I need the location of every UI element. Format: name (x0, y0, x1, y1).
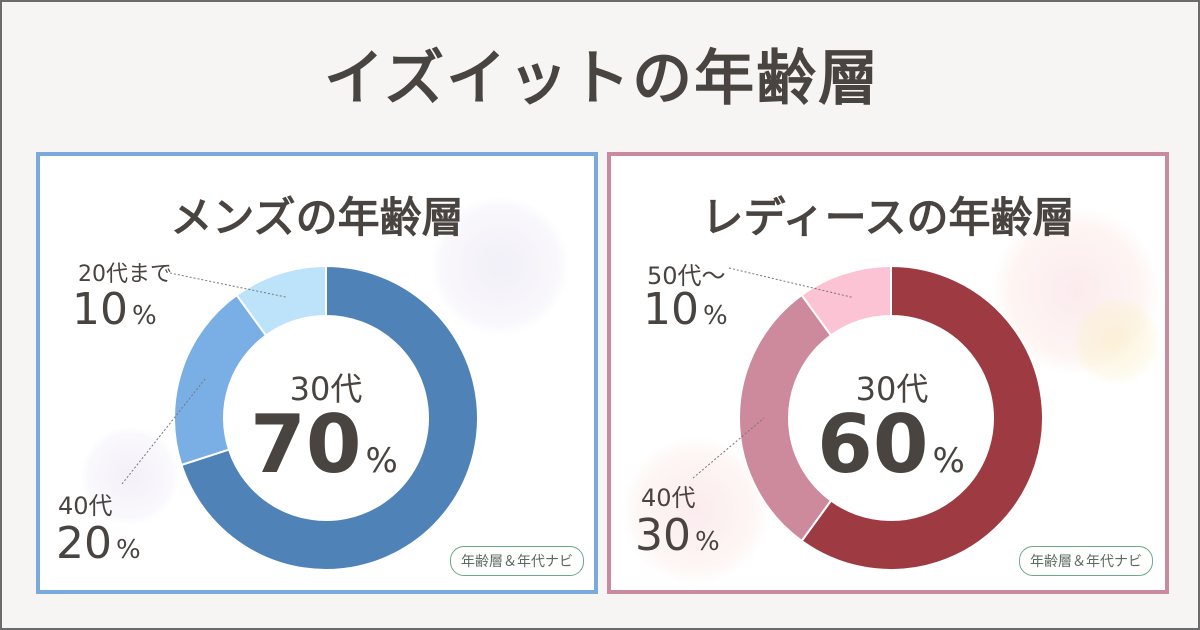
men-donut-chart (121, 264, 479, 571)
women-leader-line-2 (692, 417, 765, 479)
women-slice-1 (800, 264, 1044, 571)
men-center-value: 70% (204, 398, 444, 491)
men-label-value-top-unit: % (132, 301, 157, 331)
women-label-value-bottom-number: 30 (635, 510, 691, 561)
men-slice-3 (235, 264, 327, 337)
women-donut-chart (692, 264, 1044, 571)
men-site-badge: 年齢層＆年代ナビ (450, 546, 584, 576)
men-panel: メンズの年齢層 20代まで 10% 40代 20% 30代 70% 年齢層＆年代… (36, 152, 598, 594)
men-label-value-bottom-unit: % (116, 535, 141, 565)
men-label-value-top: 10% (72, 284, 157, 335)
men-label-value-top-number: 10 (72, 284, 128, 335)
men-label-group-top: 20代まで (78, 262, 172, 287)
women-center-label: 30代 (855, 370, 929, 408)
men-label-value-bottom-number: 20 (56, 518, 112, 569)
men-center-value-unit: % (365, 441, 398, 481)
women-slice-2 (738, 293, 833, 543)
women-site-badge: 年齢層＆年代ナビ (1019, 546, 1153, 576)
women-label-value-top: 10% (643, 284, 728, 335)
men-center-label: 30代 (289, 370, 363, 408)
women-leader-line-1 (728, 267, 852, 298)
women-panel-title: レディースの年齢層 (701, 193, 1075, 242)
women-label-group-top: 50代～ (647, 262, 726, 290)
women-slice-3 (800, 264, 892, 337)
women-label-value-bottom: 30% (635, 510, 720, 561)
men-center-value-number: 70 (250, 398, 362, 491)
men-slice-1 (180, 264, 479, 571)
men-label-group-bottom: 40代 (58, 492, 113, 520)
page-title: イズイットの年齢層 (323, 44, 881, 114)
flower-decoration (1071, 296, 1161, 386)
men-panel-title: メンズの年齢層 (170, 193, 464, 242)
women-center-value-number: 60 (817, 398, 929, 491)
women-center-value-unit: % (932, 441, 965, 481)
men-label-value-bottom: 20% (56, 518, 141, 569)
women-center-value: 60% (771, 398, 1011, 491)
flower-decoration (430, 196, 570, 336)
women-label-value-bottom-unit: % (695, 527, 720, 557)
women-label-value-top-number: 10 (643, 284, 699, 335)
women-label-group-bottom: 40代 (641, 484, 696, 512)
women-panel: レディースの年齢層 50代～ 10% 40代 30% 30代 60% 年齢層＆年… (607, 152, 1169, 594)
flower-decoration (80, 426, 180, 526)
women-label-value-top-unit: % (703, 301, 728, 331)
